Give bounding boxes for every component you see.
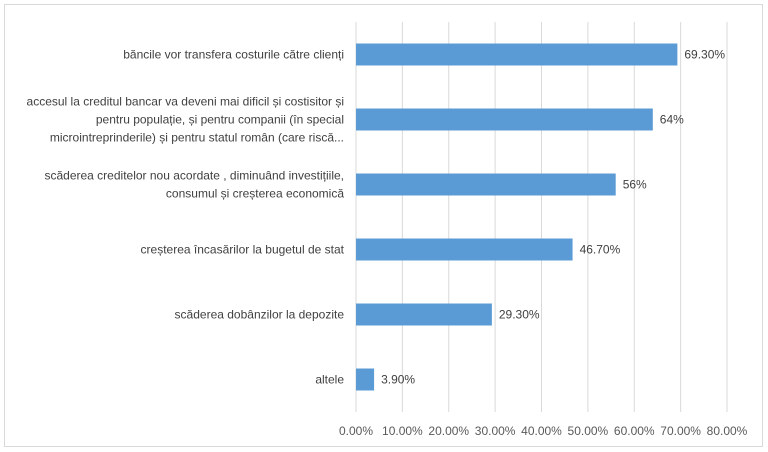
data-label: 3.90% [381,373,415,387]
data-label: 29.30% [499,308,540,322]
x-tick-label: 20.00% [428,424,469,438]
x-tick-label: 80.00% [707,424,748,438]
category-label: scăderea creditelor nou acordate , dimin… [44,169,344,183]
bar [356,238,573,261]
category-label: accesul la creditul bancar va deveni mai… [27,95,344,109]
category-label: pentru populație, și pentru companii (în… [96,113,344,127]
x-tick-label: 70.00% [660,424,701,438]
x-tick-label: 40.00% [521,424,562,438]
chart-frame [4,4,763,447]
data-label: 64% [660,113,684,127]
bar [356,43,678,66]
category-label: băncile vor transfera costurile către cl… [123,48,344,62]
category-label: scăderea dobânzilor la depozite [175,308,345,322]
category-label: microintreprinderile) și pentru statul r… [50,131,344,145]
x-tick-label: 0.00% [339,424,373,438]
category-label: creșterea încasărilor la bugetul de stat [141,243,345,257]
bar [356,368,375,391]
bar [356,173,616,196]
data-label: 46.70% [580,243,621,257]
x-tick-label: 50.00% [568,424,609,438]
bar [356,303,492,326]
data-label: 56% [623,178,647,192]
x-tick-label: 30.00% [475,424,516,438]
bar [356,108,653,131]
x-tick-label: 10.00% [382,424,423,438]
category-label: consumul și creșterea economică [166,187,344,201]
x-tick-label: 60.00% [614,424,655,438]
data-label: 69.30% [684,48,725,62]
category-label: altele [315,373,344,387]
